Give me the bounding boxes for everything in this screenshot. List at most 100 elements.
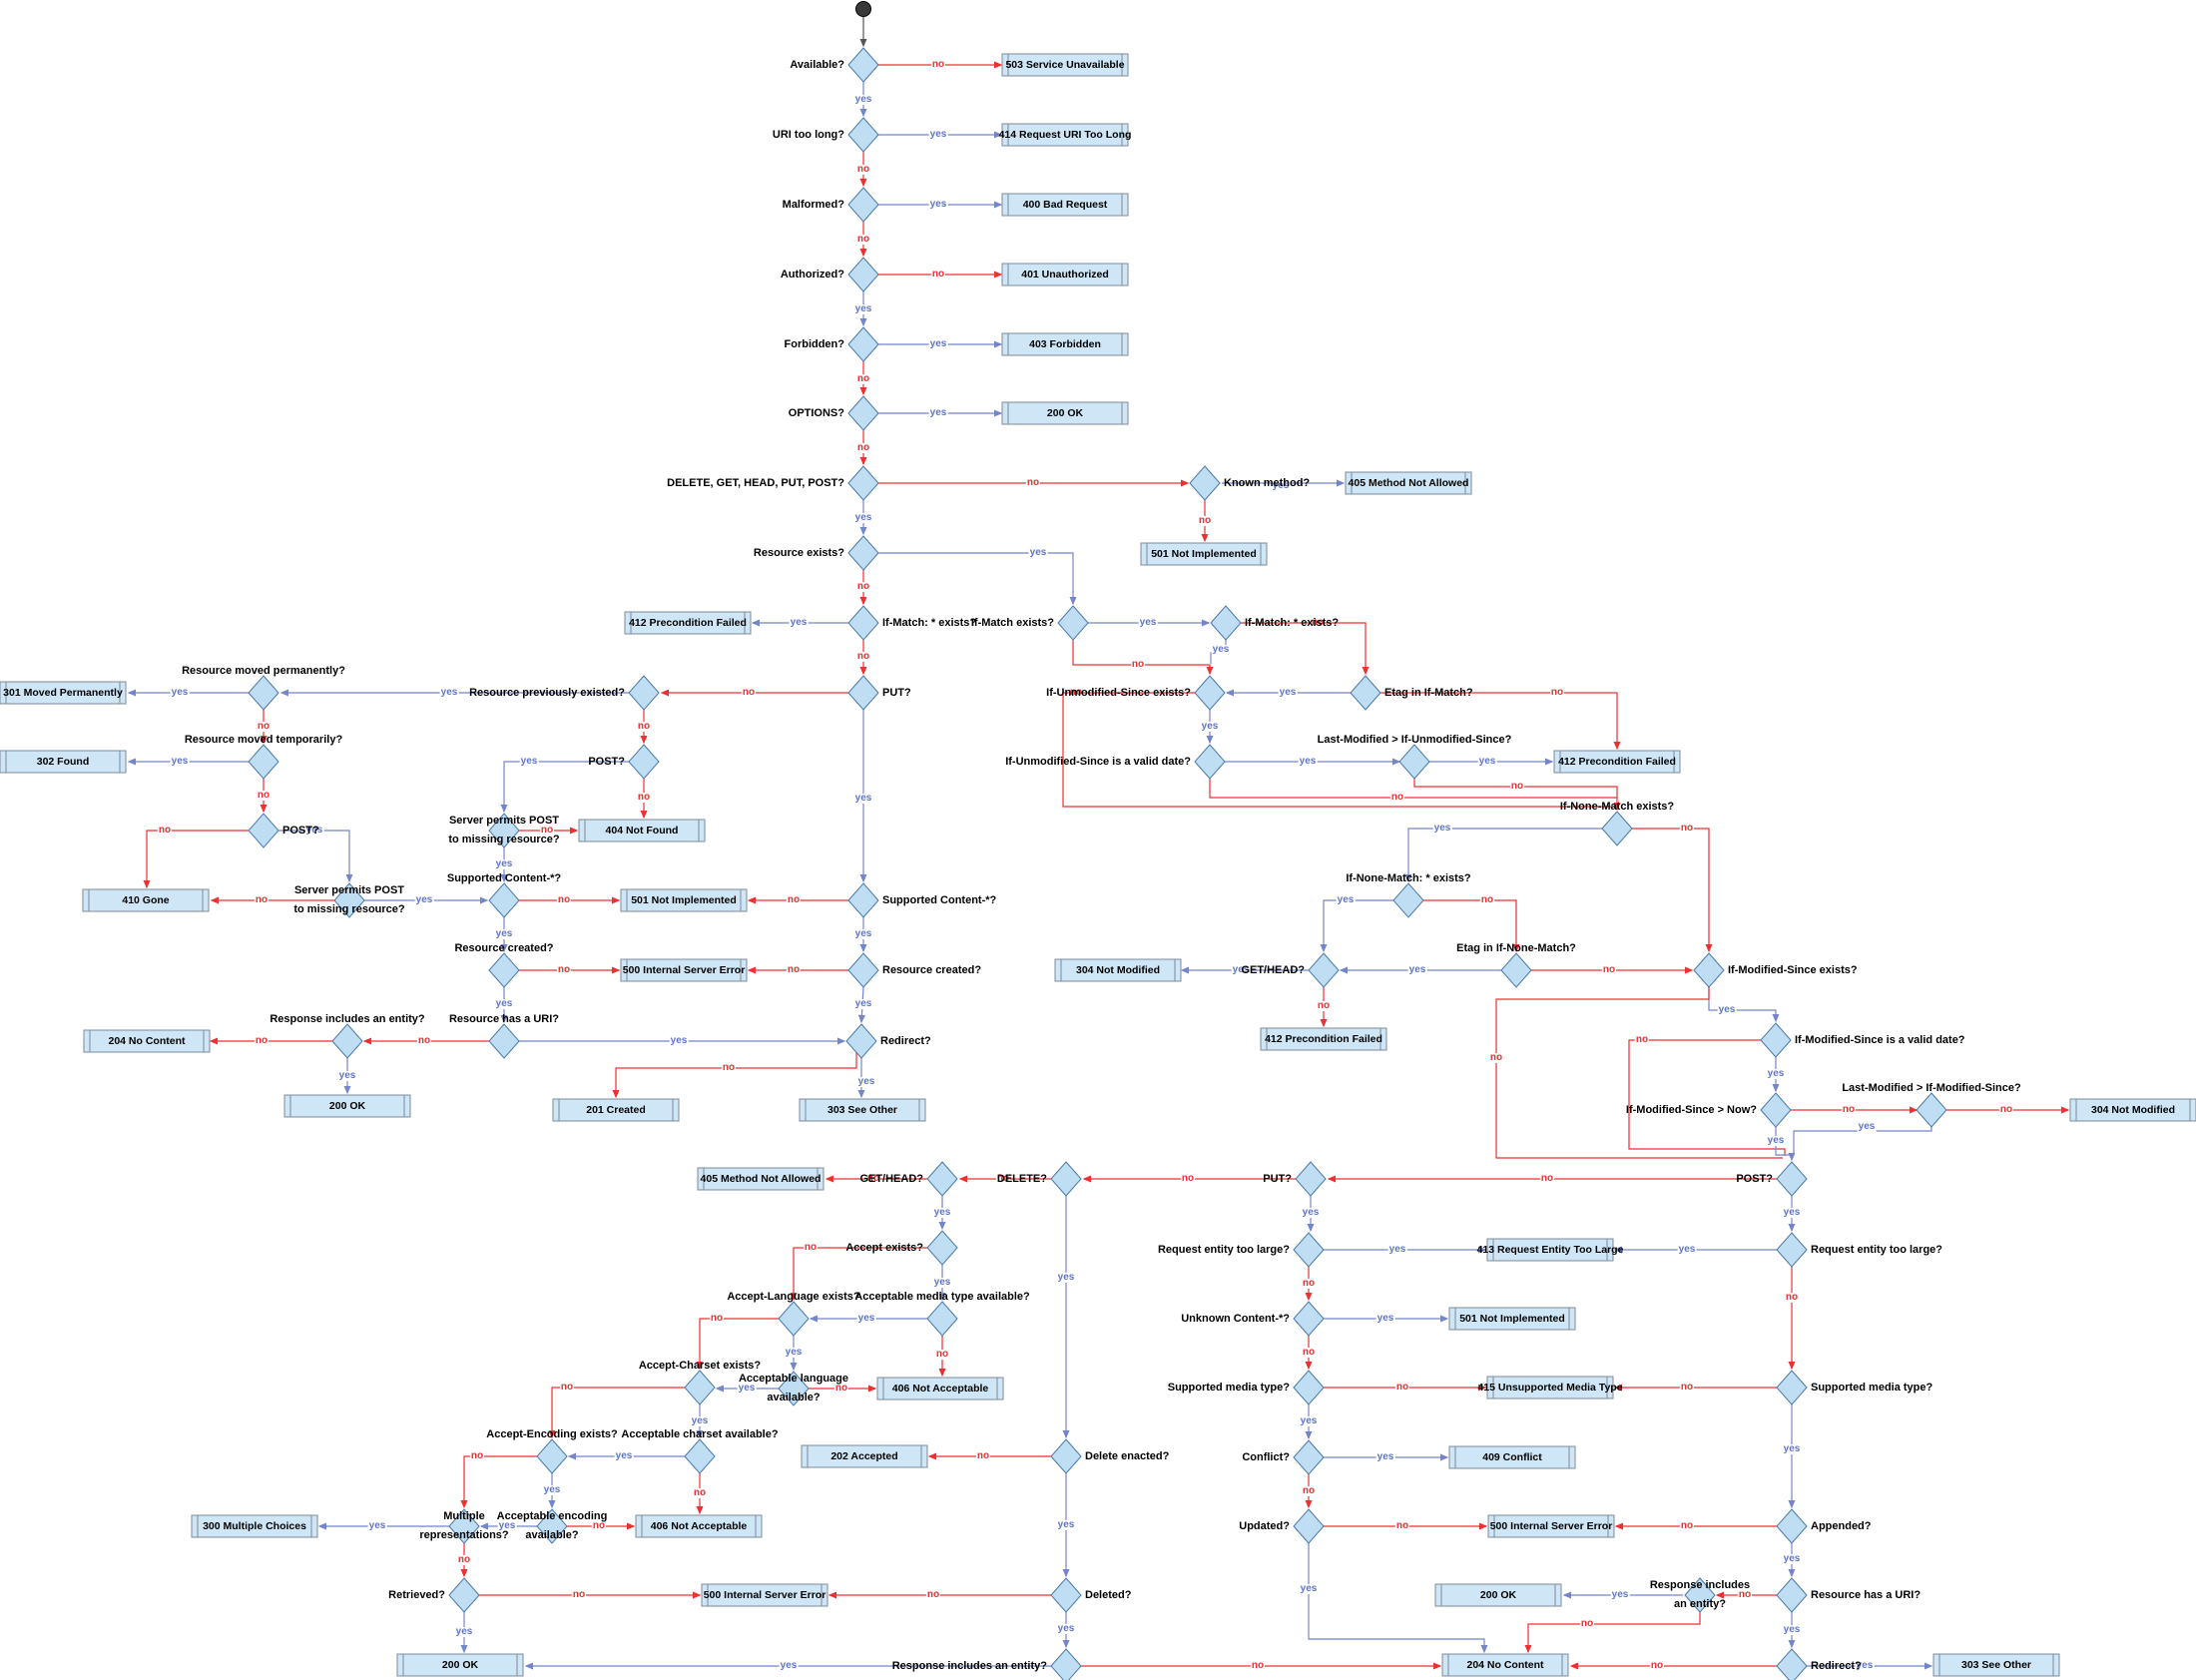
edge-label-no-27: no: [1068, 687, 1084, 698]
edge-label-no-20: no: [855, 651, 871, 662]
decision-label-delete: DELETE?: [996, 1173, 1047, 1185]
decision-resource-previously-existed: [628, 675, 660, 711]
decision-label-options: OPTIONS?: [788, 407, 844, 419]
terminal-label-200-ok-bottom-left: 200 OK: [441, 1659, 479, 1671]
decision-label-if-match-exists: If-Match exists?: [970, 617, 1054, 629]
decision-label-resource-has-uri-left: Resource has a URI?: [448, 1013, 560, 1025]
edge-label-no-95: no: [1679, 1382, 1695, 1393]
edge-no-30: [1209, 779, 1617, 799]
terminal-500-internal-server-error-3: [701, 1583, 828, 1607]
edge-label-no-94: no: [1784, 1292, 1800, 1303]
decision-label-etag-in-if-none-match: Etag in If-None-Match?: [1456, 942, 1576, 954]
edge-no-42: [1495, 987, 1783, 1159]
terminal-label-405-method-not-allowed-top: 405 Method Not Allowed: [1348, 477, 1469, 489]
decision-label-accept-language-exists: Accept-Language exists?: [727, 1291, 860, 1303]
edge-label-no-86: no: [1301, 1347, 1317, 1358]
decision-put-bottom: [1295, 1161, 1327, 1197]
edge-label-no-131: no: [254, 1035, 270, 1046]
edge-no-113: [143, 830, 249, 889]
terminal-403-forbidden: [1001, 332, 1129, 356]
terminal-302-found: [0, 750, 127, 774]
decision-request-entity-too-large-left: [1293, 1232, 1325, 1268]
decision-label-deleted: Deleted?: [1085, 1589, 1132, 1601]
edge-no-27: [1062, 692, 1617, 808]
terminal-label-400-bad-request: 400 Bad Request: [1022, 199, 1108, 211]
decision-redirect-bottom: [1776, 1648, 1808, 1680]
edge-label-no-112: no: [256, 790, 272, 801]
terminal-204-no-content-bottom: [1441, 1653, 1569, 1677]
terminal-label-501-not-implemented-bottom: 501 Not Implemented: [1459, 1313, 1565, 1325]
edge-label-no-91: no: [1394, 1520, 1410, 1531]
decision-if-none-match-exists: [1601, 811, 1633, 846]
terminal-label-200-ok-left: 200 OK: [328, 1100, 366, 1112]
decision-response-includes-entity-right: [1684, 1577, 1716, 1613]
edge-label-no-10: no: [855, 373, 871, 384]
terminal-303-see-other-bottom: [1932, 1653, 2060, 1677]
decision-if-modified-since-gt-now: [1760, 1092, 1792, 1128]
edge-label-yes-109: yes: [170, 687, 190, 698]
edge-label-no-130: no: [416, 1035, 432, 1046]
terminal-200-ok-bottom-left: [396, 1653, 524, 1677]
decision-label-put-bottom: PUT?: [1263, 1173, 1292, 1185]
terminal-label-304-not-modified-left: 304 Not Modified: [1075, 964, 1161, 976]
edge-label-no-99: no: [1737, 1589, 1753, 1600]
edge-label-yes-88: yes: [1299, 1415, 1319, 1426]
edge-label-no-87: no: [1394, 1382, 1410, 1393]
terminal-500-internal-server-error-mid: [620, 958, 748, 982]
decision-label-acceptable-encoding: Acceptable encoding available?: [496, 1510, 608, 1541]
edge-label-yes-14: yes: [853, 512, 873, 523]
edge-label-no-102: no: [1579, 1618, 1595, 1629]
edge-no-133: [612, 1052, 857, 1099]
edge-label-no-34: no: [1679, 823, 1695, 834]
decision-server-permits-post-left: [333, 882, 365, 918]
edge-label-no-7: no: [930, 269, 946, 280]
terminal-406-not-acceptable-1: [876, 1377, 1004, 1400]
edge-label-no-119: no: [539, 825, 555, 836]
decision-resource-exists: [847, 535, 879, 571]
decision-resource-created-left: [488, 952, 520, 988]
edge-label-yes-67: yes: [614, 1450, 634, 1461]
edge-label-no-61: no: [709, 1313, 725, 1324]
terminal-label-406-not-acceptable-1: 406 Not Acceptable: [891, 1383, 989, 1395]
decision-label-server-permits-post-left: Server permits POST to missing resource?: [293, 884, 405, 915]
decision-get-head-conditional: [1308, 952, 1340, 988]
edge-label-no-84: no: [1301, 1278, 1317, 1289]
decision-label-if-match-star-exists: If-Match: * exists?: [882, 617, 977, 629]
terminal-label-204-no-content-bottom: 204 No Content: [1466, 1659, 1544, 1671]
terminal-label-401-unauthorized: 401 Unauthorized: [1021, 269, 1109, 280]
decision-server-permits-post-right: [488, 813, 520, 848]
edge-no-24: [1241, 622, 1370, 676]
terminal-201-created: [552, 1098, 680, 1122]
edge-label-yes-11: yes: [928, 407, 948, 418]
edge-label-yes-101: yes: [1610, 1589, 1630, 1600]
decision-supported-content-right: [847, 882, 879, 918]
terminal-label-415-unsupported-media-type: 415 Unsupported Media Type: [1477, 1382, 1623, 1394]
decision-label-if-match-star-exists-2: If-Match: * exists?: [1245, 617, 1340, 629]
decision-label-resource-moved-permanently: Resource moved permanently?: [182, 665, 345, 677]
decision-label-etag-in-if-match: Etag in If-Match?: [1384, 687, 1473, 699]
edge-label-yes-92: yes: [1299, 1583, 1319, 1594]
terminal-406-not-acceptable-2: [635, 1514, 763, 1538]
edge-no-36: [1423, 899, 1520, 953]
edge-label-yes-122: yes: [494, 928, 514, 939]
terminal-304-not-modified-left: [1054, 958, 1182, 982]
terminal-label-202-accepted: 202 Accepted: [830, 1450, 898, 1462]
decision-resource-has-uri-left: [488, 1023, 520, 1059]
edge-label-yes-106: yes: [853, 793, 873, 804]
terminal-label-412-precondition-failed-right: 412 Precondition Failed: [1558, 756, 1676, 768]
decision-accept-encoding-exists: [536, 1438, 568, 1474]
decision-label-if-unmodified-since-exists: If-Unmodified-Since exists?: [1046, 687, 1191, 699]
edge-label-no-47: no: [1998, 1104, 2014, 1115]
edge-label-yes-129: yes: [669, 1035, 689, 1046]
edge-label-yes-25: yes: [1278, 687, 1298, 698]
decision-put-top: [847, 675, 879, 711]
terminal-204-no-content-left: [83, 1029, 211, 1053]
decision-label-request-entity-too-large-right: Request entity too large?: [1811, 1244, 1943, 1256]
decision-label-acceptable-language: Acceptable language available?: [738, 1373, 849, 1403]
edge-no-26: [1380, 692, 1621, 751]
edge-label-yes-111: yes: [170, 756, 190, 767]
terminal-300-multiple-choices: [191, 1514, 318, 1538]
terminal-label-201-created: 201 Created: [586, 1104, 646, 1116]
decision-accept-exists: [926, 1230, 958, 1266]
